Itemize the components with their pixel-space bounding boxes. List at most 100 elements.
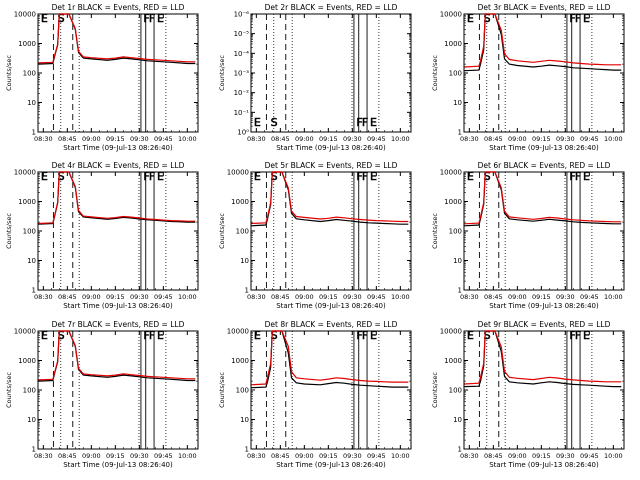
y-tick-label: 1 — [458, 287, 462, 295]
x-tick-label: 08:30 — [34, 452, 53, 460]
x-tick-label: 09:15 — [532, 452, 551, 460]
x-tick-label: 08:45 — [58, 293, 77, 301]
x-tick-label: 10:00 — [391, 135, 410, 143]
x-tick-label: 09:00 — [508, 452, 527, 460]
y-tick-label: 1000 — [18, 198, 36, 206]
chart-panel-2: Det 2r BLACK = Events, RED = LLD 10⁰ 10⁻¹ 1… — [218, 3, 412, 152]
plot-frame — [463, 171, 625, 291]
y-tick-label: 10 — [27, 99, 36, 107]
x-tick-label: 09:00 — [82, 293, 101, 301]
chart-title: Det 7r BLACK = Events, RED = LLD — [52, 320, 185, 329]
flare-mark: F — [143, 12, 149, 25]
flare-mark: E — [254, 329, 261, 342]
x-tick-label: 09:30 — [343, 135, 362, 143]
series-line-lld — [464, 171, 622, 225]
x-tick-label: 08:45 — [484, 293, 503, 301]
series-line-lld — [38, 330, 196, 381]
flare-mark: F — [149, 12, 155, 25]
y-tick-label: 1000 — [444, 40, 462, 48]
plot-frame — [463, 330, 625, 450]
y-tick-label: 1 — [458, 129, 462, 137]
x-tick-label: 09:15 — [319, 452, 338, 460]
x-tick-label: 09:00 — [295, 293, 314, 301]
x-axis-label: Start Time (09-Jul-13 08:26:40) — [276, 144, 386, 152]
x-tick-label: 09:15 — [532, 293, 551, 301]
y-tick-label: 10⁻⁵ — [234, 30, 250, 38]
y-tick-label: 10000 — [14, 328, 36, 336]
x-tick-label: 09:45 — [580, 135, 599, 143]
chart-panel-6: Det 6r BLACK = Events, RED = LLD 1 10 100 10… — [431, 161, 625, 310]
y-tick-label: 10⁻² — [234, 89, 250, 97]
x-tick-label: 08:30 — [34, 293, 53, 301]
flare-mark: F — [575, 12, 581, 25]
flare-mark: F — [362, 170, 368, 183]
x-tick-label: 09:30 — [343, 293, 362, 301]
chart-panel-8: Det 8r BLACK = Events, RED = LLD 1 10 100 10… — [218, 320, 412, 469]
y-tick-label: 1 — [32, 287, 36, 295]
y-tick-label: 1 — [245, 287, 249, 295]
x-tick-label: 10:00 — [604, 135, 623, 143]
y-tick-label: 1 — [32, 129, 36, 137]
x-tick-label: 08:45 — [58, 452, 77, 460]
y-tick-label: 1000 — [231, 198, 249, 206]
flare-mark: F — [356, 329, 362, 342]
x-tick-label: 09:45 — [154, 452, 173, 460]
flare-mark: F — [362, 329, 368, 342]
x-tick-label: 09:45 — [580, 452, 599, 460]
flare-mark: E — [467, 170, 474, 183]
plot-frame — [37, 330, 199, 450]
y-tick-label: 1000 — [444, 357, 462, 365]
plot-frame — [37, 13, 199, 133]
series-line-lld — [464, 330, 622, 385]
flare-mark: S — [484, 329, 491, 342]
x-axis-label: Start Time (09-Jul-13 08:26:40) — [489, 144, 599, 152]
flare-mark: F — [362, 116, 368, 129]
chart-panel-4: Det 4r BLACK = Events, RED = LLD 1 10 100 10… — [5, 161, 199, 310]
flare-mark: E — [467, 329, 474, 342]
x-tick-label: 09:00 — [82, 135, 101, 143]
flare-mark: S — [58, 329, 65, 342]
y-tick-label: 1000 — [18, 40, 36, 48]
y-tick-label: 1 — [245, 446, 249, 454]
y-tick-label: 10 — [240, 416, 249, 424]
y-tick-label: 10000 — [440, 328, 462, 336]
x-tick-label: 08:30 — [34, 135, 53, 143]
y-tick-label: 100 — [236, 228, 249, 236]
flare-mark: F — [149, 170, 155, 183]
y-tick-label: 10000 — [440, 11, 462, 19]
x-tick-label: 09:45 — [367, 135, 386, 143]
x-tick-label: 09:00 — [295, 452, 314, 460]
chart-title: Det 4r BLACK = Events, RED = LLD — [52, 161, 185, 170]
chart-panel-9: Det 9r BLACK = Events, RED = LLD 1 10 100 10… — [431, 320, 625, 469]
chart-title: Det 5r BLACK = Events, RED = LLD — [265, 161, 398, 170]
y-tick-label: 1000 — [18, 357, 36, 365]
flare-mark: F — [575, 329, 581, 342]
x-axis-label: Start Time (09-Jul-13 08:26:40) — [276, 461, 386, 469]
y-tick-label: 10 — [27, 257, 36, 265]
flare-mark: E — [157, 329, 164, 342]
x-tick-label: 10:00 — [178, 293, 197, 301]
chart-title: Det 1r BLACK = Events, RED = LLD — [52, 3, 185, 12]
y-tick-label: 100 — [23, 70, 36, 78]
plot-frame — [250, 13, 412, 133]
flare-mark: S — [271, 329, 278, 342]
plot-frame — [463, 13, 625, 133]
x-tick-label: 09:30 — [130, 293, 149, 301]
y-tick-label: 100 — [236, 387, 249, 395]
x-tick-label: 09:15 — [106, 452, 125, 460]
x-tick-label: 09:30 — [343, 452, 362, 460]
x-tick-label: 09:30 — [130, 452, 149, 460]
flare-mark: F — [149, 329, 155, 342]
series-line-lld — [38, 171, 196, 225]
y-axis-label: Counts/sec — [5, 55, 13, 91]
y-axis-label: Counts/sec — [218, 55, 226, 91]
x-tick-label: 09:15 — [319, 293, 338, 301]
y-axis-label: Counts/sec — [431, 55, 439, 91]
x-tick-label: 09:30 — [556, 293, 575, 301]
flare-mark: F — [356, 116, 362, 129]
x-tick-label: 08:45 — [58, 135, 77, 143]
y-tick-label: 1000 — [444, 198, 462, 206]
chart-title: Det 8r BLACK = Events, RED = LLD — [265, 320, 398, 329]
x-tick-label: 10:00 — [178, 452, 197, 460]
x-tick-label: 08:30 — [247, 135, 266, 143]
